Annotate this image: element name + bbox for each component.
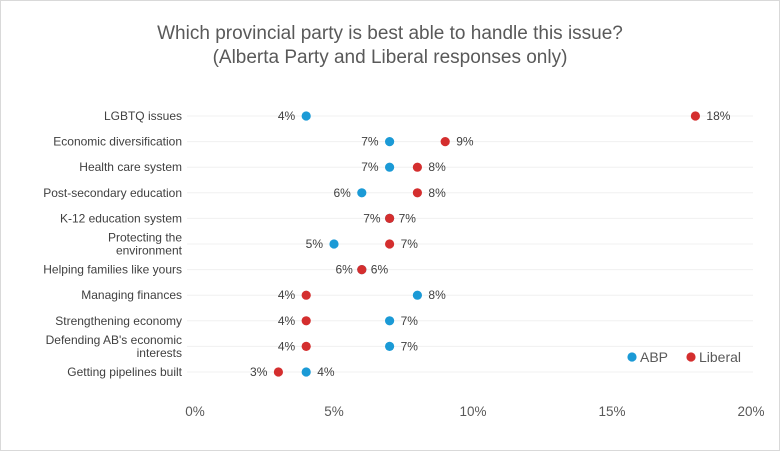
category-label: K-12 education system <box>60 211 182 225</box>
liberal-data-label: 8% <box>428 186 446 200</box>
liberal-point <box>301 290 311 300</box>
abp-point <box>301 111 311 121</box>
abp-data-label: 7% <box>401 339 419 353</box>
x-tick-label: 0% <box>185 404 205 419</box>
category-label: Economic diversification <box>53 135 182 149</box>
liberal-point <box>273 367 283 377</box>
liberal-data-label: 8% <box>428 160 446 174</box>
liberal-point <box>385 213 395 223</box>
category-labels: LGBTQ issues Economic diversification Heal… <box>43 109 182 379</box>
abp-data-label: 4% <box>278 109 296 123</box>
legend: ABP Liberal <box>627 349 741 365</box>
abp-data-label: 7% <box>361 160 379 174</box>
liberal-point <box>357 265 367 275</box>
liberal-point <box>412 162 422 172</box>
category-label: LGBTQ issues <box>104 109 182 123</box>
abp-point <box>385 137 395 147</box>
liberal-data-label: 6% <box>371 263 389 277</box>
liberal-data-label: 4% <box>278 288 296 302</box>
x-tick-label: 20% <box>737 404 764 419</box>
legend-marker-liberal <box>686 352 696 362</box>
abp-point <box>301 367 311 377</box>
x-tick-label: 10% <box>459 404 486 419</box>
category-label: Strengthening economy <box>55 314 182 328</box>
legend-label-liberal: Liberal <box>699 349 741 365</box>
abp-point <box>357 188 367 198</box>
abp-data-label: 7% <box>401 314 419 328</box>
abp-point <box>385 316 395 326</box>
category-label: Defending AB's economic <box>46 333 182 347</box>
liberal-point <box>301 341 311 351</box>
liberal-data-label: 4% <box>278 314 296 328</box>
category-label: Managing finances <box>81 288 182 302</box>
liberal-point <box>301 316 311 326</box>
abp-point <box>385 162 395 172</box>
abp-point <box>412 290 422 300</box>
abp-data-label: 8% <box>428 288 446 302</box>
liberal-data-label: 7% <box>399 211 417 225</box>
category-label: Helping families like yours <box>43 263 182 277</box>
category-label: Getting pipelines built <box>67 365 182 379</box>
data-points: 4% 18% 7% 9% 7% 8% 6% 8% 7% 7% 5% 7% 6% 6% 4% 8% 4% 7% 4% 7… <box>250 109 731 379</box>
x-tick-label: 5% <box>324 404 344 419</box>
liberal-data-label: 7% <box>401 237 419 251</box>
category-label: Post-secondary education <box>43 186 182 200</box>
abp-data-label: 6% <box>333 186 351 200</box>
x-axis-ticks: 0% 5% 10% 15% 20% <box>185 404 764 419</box>
category-label: Protecting the <box>108 231 182 245</box>
category-label: Health care system <box>79 160 182 174</box>
abp-point <box>329 239 339 249</box>
chart-title-line: Which provincial party is best able to h… <box>157 23 623 44</box>
chart-title-line: (Alberta Party and Liberal responses onl… <box>213 47 568 68</box>
category-label: interests <box>137 346 182 360</box>
abp-data-label: 6% <box>335 263 353 277</box>
x-tick-label: 15% <box>598 404 625 419</box>
abp-data-label: 4% <box>317 365 335 379</box>
liberal-point <box>412 188 422 198</box>
liberal-data-label: 18% <box>706 109 730 123</box>
liberal-point <box>440 137 450 147</box>
liberal-point <box>690 111 701 121</box>
category-label: environment <box>116 244 183 258</box>
chart-title: Which provincial party is best able to h… <box>157 23 623 68</box>
liberal-data-label: 3% <box>250 365 268 379</box>
liberal-data-label: 9% <box>456 135 474 149</box>
liberal-point <box>385 239 395 249</box>
liberal-data-label: 4% <box>278 339 296 353</box>
abp-data-label: 7% <box>363 211 381 225</box>
legend-marker-abp <box>627 352 637 362</box>
abp-point <box>385 341 395 351</box>
gridlines <box>187 115 753 373</box>
legend-label-abp: ABP <box>640 349 668 365</box>
abp-data-label: 7% <box>361 135 379 149</box>
abp-data-label: 5% <box>306 237 324 251</box>
